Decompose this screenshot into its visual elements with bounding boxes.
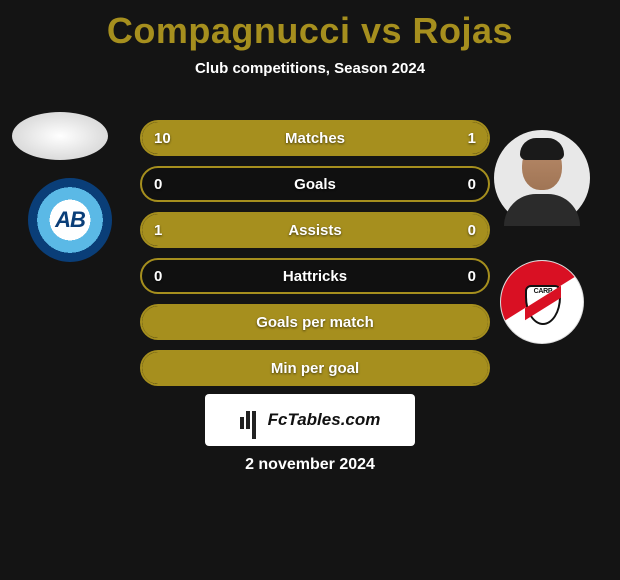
- footer-brand-box: FcTables.com: [205, 394, 415, 446]
- bar-chart-icon: [240, 411, 262, 429]
- stat-value-right: 1: [468, 122, 476, 154]
- stat-label: Goals per match: [142, 306, 488, 338]
- stat-row: Assists1 0: [140, 212, 490, 248]
- stat-row: Min per goal: [140, 350, 490, 386]
- comparison-chart: Matches101Goals00Assists10Hattricks00Goa…: [140, 120, 490, 396]
- title-left: Compagnucci: [107, 10, 351, 51]
- stat-label: Goals: [142, 168, 488, 200]
- stat-value-left: 0: [154, 260, 162, 292]
- stat-value-left: 1: [154, 214, 162, 246]
- club-left-badge: AB: [28, 178, 112, 262]
- subtitle: Club competitions, Season 2024: [0, 60, 620, 77]
- player-left-avatar: [12, 112, 108, 160]
- stat-row: Hattricks0 0: [140, 258, 490, 294]
- club-left-initials: AB: [55, 207, 85, 233]
- stat-value-left: 0: [154, 168, 162, 200]
- club-right-initials: CARP: [527, 288, 559, 295]
- stat-label: Assists: [142, 214, 488, 246]
- stat-value-right: 0: [468, 168, 476, 200]
- stat-label: Matches: [142, 122, 488, 154]
- footer-brand-text: FcTables.com: [268, 410, 381, 430]
- stat-row: Goals per match: [140, 304, 490, 340]
- stat-row: Goals0 0: [140, 166, 490, 202]
- title-right: Rojas: [413, 10, 514, 51]
- club-right-badge: CARP: [500, 260, 584, 344]
- stat-value-right: 0: [468, 214, 476, 246]
- stat-label: Hattricks: [142, 260, 488, 292]
- title-sep: vs: [361, 10, 402, 51]
- page-title: Compagnucci vs Rojas: [0, 0, 620, 52]
- date-text: 2 november 2024: [0, 456, 620, 474]
- player-right-avatar: [494, 130, 590, 226]
- stat-value-right: 0: [468, 260, 476, 292]
- stat-value-left: 10: [154, 122, 171, 154]
- stat-row: Matches10 1: [140, 120, 490, 156]
- stat-label: Min per goal: [142, 352, 488, 384]
